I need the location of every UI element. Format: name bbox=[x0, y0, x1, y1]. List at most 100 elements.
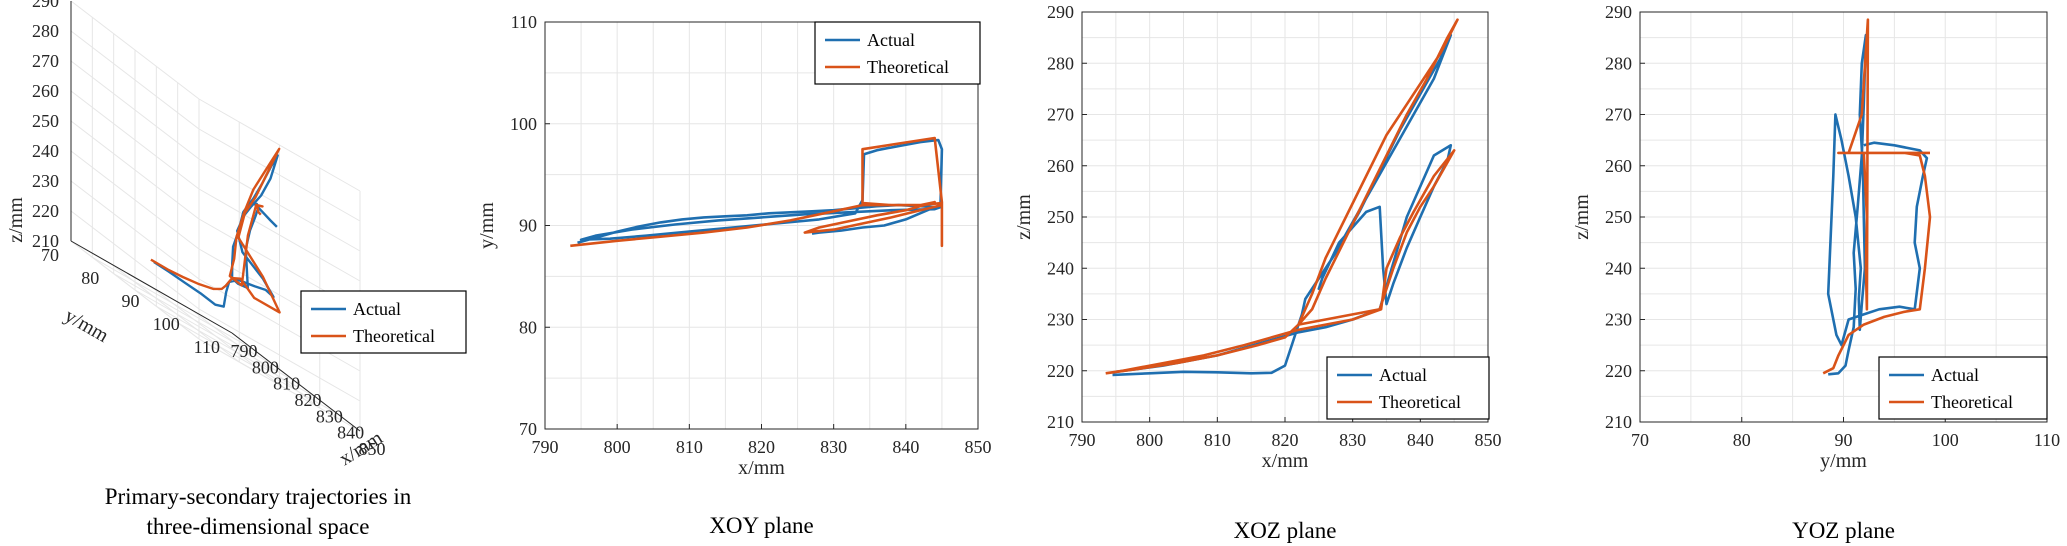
xoy-ytick-label: 100 bbox=[510, 114, 537, 134]
yoz-caption: YOZ plane bbox=[1792, 518, 1895, 543]
yoz-legend-label-theoretical: Theoretical bbox=[1931, 392, 2013, 412]
yoz-ytick-label: 220 bbox=[1605, 361, 1632, 381]
xoy-xtick-label: 810 bbox=[676, 437, 703, 457]
yoz-ytick-label: 280 bbox=[1605, 53, 1632, 73]
xoy-ytick-label: 90 bbox=[519, 216, 537, 236]
xoz-xtick-label: 810 bbox=[1204, 430, 1231, 450]
yoz-xlabel: y/mm bbox=[1820, 450, 1867, 472]
p3d-grid-back-z bbox=[70, 30, 200, 130]
panel-yoz-plane: 70 80 90 100 110 210 220 230 240 250 260 270 280 290 y… bbox=[1571, 2, 2060, 543]
p3d-ztick-label: 270 bbox=[32, 51, 59, 71]
xoz-xtick-label: 850 bbox=[1475, 430, 1502, 450]
xoz-legend-box bbox=[1326, 356, 1490, 420]
p3d-grid-floor-y bbox=[151, 286, 280, 386]
xoy-xtick-label: 790 bbox=[532, 437, 559, 457]
p3d-ztick-label: 290 bbox=[32, 0, 59, 11]
yoz-xtick-label: 100 bbox=[1932, 430, 1959, 450]
xoz-ytick-label: 290 bbox=[1047, 2, 1074, 22]
p3d-ztick-label: 220 bbox=[32, 201, 59, 221]
p3d-ytick-label: 80 bbox=[81, 268, 99, 288]
p3d-xtick-label: 840 bbox=[337, 423, 364, 443]
p3d-y-axis bbox=[70, 240, 233, 334]
yoz-legend-label-actual: Actual bbox=[1931, 365, 1979, 385]
xoz-caption: XOZ plane bbox=[1234, 518, 1337, 543]
p3d-xtick-label: 830 bbox=[316, 406, 343, 426]
yoz-ytick-label: 260 bbox=[1605, 156, 1632, 176]
yoz-xtick-label: 110 bbox=[2034, 430, 2060, 450]
xoz-xtick-label: 840 bbox=[1407, 430, 1434, 450]
xoy-series-actual bbox=[577, 138, 944, 245]
xoy-ytick-label: 70 bbox=[519, 419, 537, 439]
xoz-ylabel: z/mm bbox=[1013, 194, 1035, 240]
p3d-grid-back-z bbox=[70, 90, 200, 190]
p3d-series-theoretical bbox=[150, 147, 281, 314]
p3d-ztick-label: 210 bbox=[32, 231, 59, 251]
yoz-ytick-label: 210 bbox=[1605, 412, 1632, 432]
xoz-legend-label-actual: Actual bbox=[1379, 365, 1427, 385]
yoz-xtick-label: 80 bbox=[1733, 430, 1751, 450]
p3d-grid-floor-y bbox=[191, 309, 321, 409]
p3d-caption-line-2: three-dimensional space bbox=[147, 514, 370, 539]
xoz-ytick-label: 230 bbox=[1047, 310, 1074, 330]
p3d-ytick-label: 70 bbox=[41, 245, 59, 265]
xoy-xtick-label: 820 bbox=[748, 437, 775, 457]
xoy-xtick-label: 850 bbox=[965, 437, 992, 457]
p3d-legend-label-theoretical: Theoretical bbox=[353, 326, 435, 346]
p3d-ytick-label: 100 bbox=[153, 314, 180, 334]
panel-xoz-plane: 790 800 810 820 830 840 850 210 220 230 240 250 260 2… bbox=[1013, 2, 1502, 543]
xoz-ytick-label: 280 bbox=[1047, 53, 1074, 73]
yoz-ytick-label: 270 bbox=[1605, 105, 1632, 125]
yoz-series-actual bbox=[1826, 33, 1929, 376]
yoz-ytick-label: 290 bbox=[1605, 2, 1632, 22]
xoy-ytick-label: 110 bbox=[511, 12, 537, 32]
xoy-legend-label-theoretical: Theoretical bbox=[867, 57, 949, 77]
p3d-ztick-label: 280 bbox=[32, 21, 59, 41]
xoz-xtick-label: 820 bbox=[1272, 430, 1299, 450]
xoy-ylabel: y/mm bbox=[476, 202, 498, 249]
yoz-xtick-label: 70 bbox=[1631, 430, 1649, 450]
xoz-ytick-label: 240 bbox=[1047, 258, 1074, 278]
p3d-grid-back-z bbox=[70, 150, 200, 250]
p3d-x-axis bbox=[231, 332, 361, 432]
p3d-grid-back-z bbox=[70, 120, 200, 220]
p3d-xtick-label: 850 bbox=[359, 439, 386, 459]
p3d-grid-side-z bbox=[198, 98, 361, 192]
yoz-ytick-label: 230 bbox=[1605, 310, 1632, 330]
yoz-ytick-label: 240 bbox=[1605, 258, 1632, 278]
xoy-xtick-label: 800 bbox=[604, 437, 631, 457]
xoz-legend-label-theoretical: Theoretical bbox=[1379, 392, 1461, 412]
p3d-grid-back-z bbox=[70, 210, 200, 310]
p3d-ztick-label: 250 bbox=[32, 111, 59, 131]
p3d-legend-label-actual: Actual bbox=[353, 299, 401, 319]
p3d-grid-side-z bbox=[198, 188, 361, 282]
xoz-ytick-label: 220 bbox=[1047, 361, 1074, 381]
p3d-grid-floor-y bbox=[110, 263, 240, 363]
xoy-xlabel: x/mm bbox=[738, 457, 785, 479]
p3d-grid-back-z bbox=[70, 240, 200, 340]
xoy-ytick-label: 80 bbox=[519, 317, 537, 337]
p3d-caption-line-1: Primary-secondary trajectories in bbox=[105, 484, 412, 509]
panel-xoy-plane: 790 800 810 820 830 840 850 70 80 90 100 110 x/mm y/m… bbox=[476, 12, 992, 538]
xoy-series-theoretical bbox=[570, 136, 944, 248]
p3d-ztick-label: 260 bbox=[32, 81, 59, 101]
xoz-ytick-label: 250 bbox=[1047, 207, 1074, 227]
xoz-xtick-label: 790 bbox=[1069, 430, 1096, 450]
xoy-caption: XOY plane bbox=[709, 513, 814, 538]
yoz-xtick-label: 90 bbox=[1835, 430, 1853, 450]
p3d-grid-side-z bbox=[198, 308, 361, 402]
p3d-grid-side-z bbox=[198, 338, 361, 432]
xoy-legend-box bbox=[814, 21, 981, 85]
p3d-ylabel: y/mm bbox=[61, 305, 113, 348]
xoz-ytick-label: 260 bbox=[1047, 156, 1074, 176]
p3d-zlabel: z/mm bbox=[5, 197, 27, 243]
xoz-ytick-label: 210 bbox=[1047, 412, 1074, 432]
p3d-grid-back-z bbox=[70, 0, 200, 100]
p3d-ytick-label: 110 bbox=[194, 337, 220, 357]
xoz-xtick-label: 830 bbox=[1339, 430, 1366, 450]
p3d-grid-back-z bbox=[70, 60, 200, 160]
xoy-xtick-label: 830 bbox=[820, 437, 847, 457]
p3d-xtick-label: 790 bbox=[231, 341, 258, 361]
xoz-series-theoretical bbox=[1105, 18, 1459, 375]
